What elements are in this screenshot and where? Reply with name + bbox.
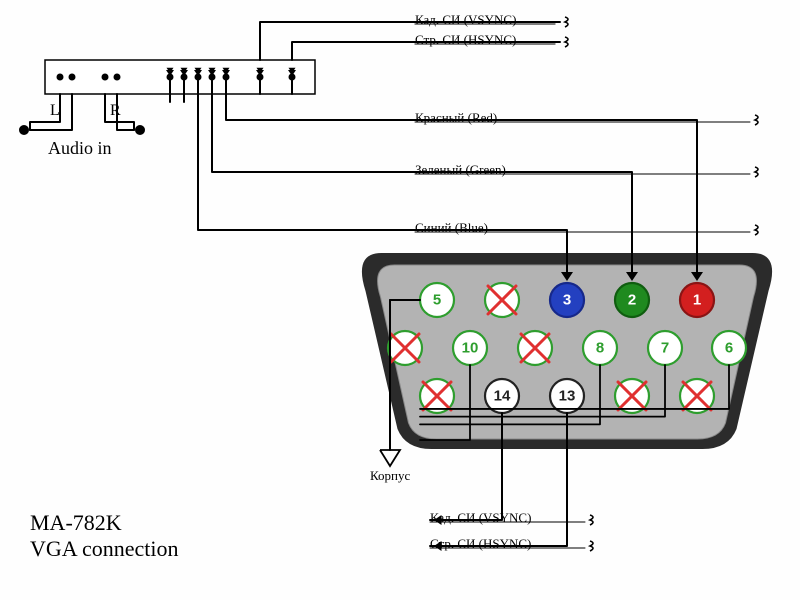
label-green: Зеленый (Green) (415, 162, 506, 178)
svg-text:13: 13 (559, 388, 576, 405)
svg-text:6: 6 (725, 340, 733, 357)
svg-text:10: 10 (462, 340, 479, 357)
svg-text:5: 5 (433, 292, 441, 309)
label-blue: Синий (Blue) (415, 220, 488, 236)
svg-text:7: 7 (661, 340, 669, 357)
label-hsync-top: Стр. СИ (HSYNC) (415, 32, 516, 48)
label-vsync-bot: Кад. СИ (VSYNC) (430, 510, 531, 526)
svg-text:14: 14 (494, 388, 511, 405)
svg-text:8: 8 (596, 340, 604, 357)
svg-text:1: 1 (693, 292, 701, 309)
label-ground: Корпус (370, 468, 410, 484)
label-hsync-bot: Стр. СИ (HSYNC) (430, 536, 531, 552)
label-audio-in: Audio in (48, 138, 112, 159)
svg-text:2: 2 (628, 292, 636, 309)
label-audio-L: L (50, 102, 60, 120)
svg-text:3: 3 (563, 292, 571, 309)
label-vsync-top: Кад. СИ (VSYNC) (415, 12, 516, 28)
label-red: Красный (Red) (415, 110, 497, 126)
label-audio-R: R (110, 102, 121, 120)
title-line-1: MA-782K (30, 510, 122, 536)
title-line-2: VGA connection (30, 536, 178, 562)
